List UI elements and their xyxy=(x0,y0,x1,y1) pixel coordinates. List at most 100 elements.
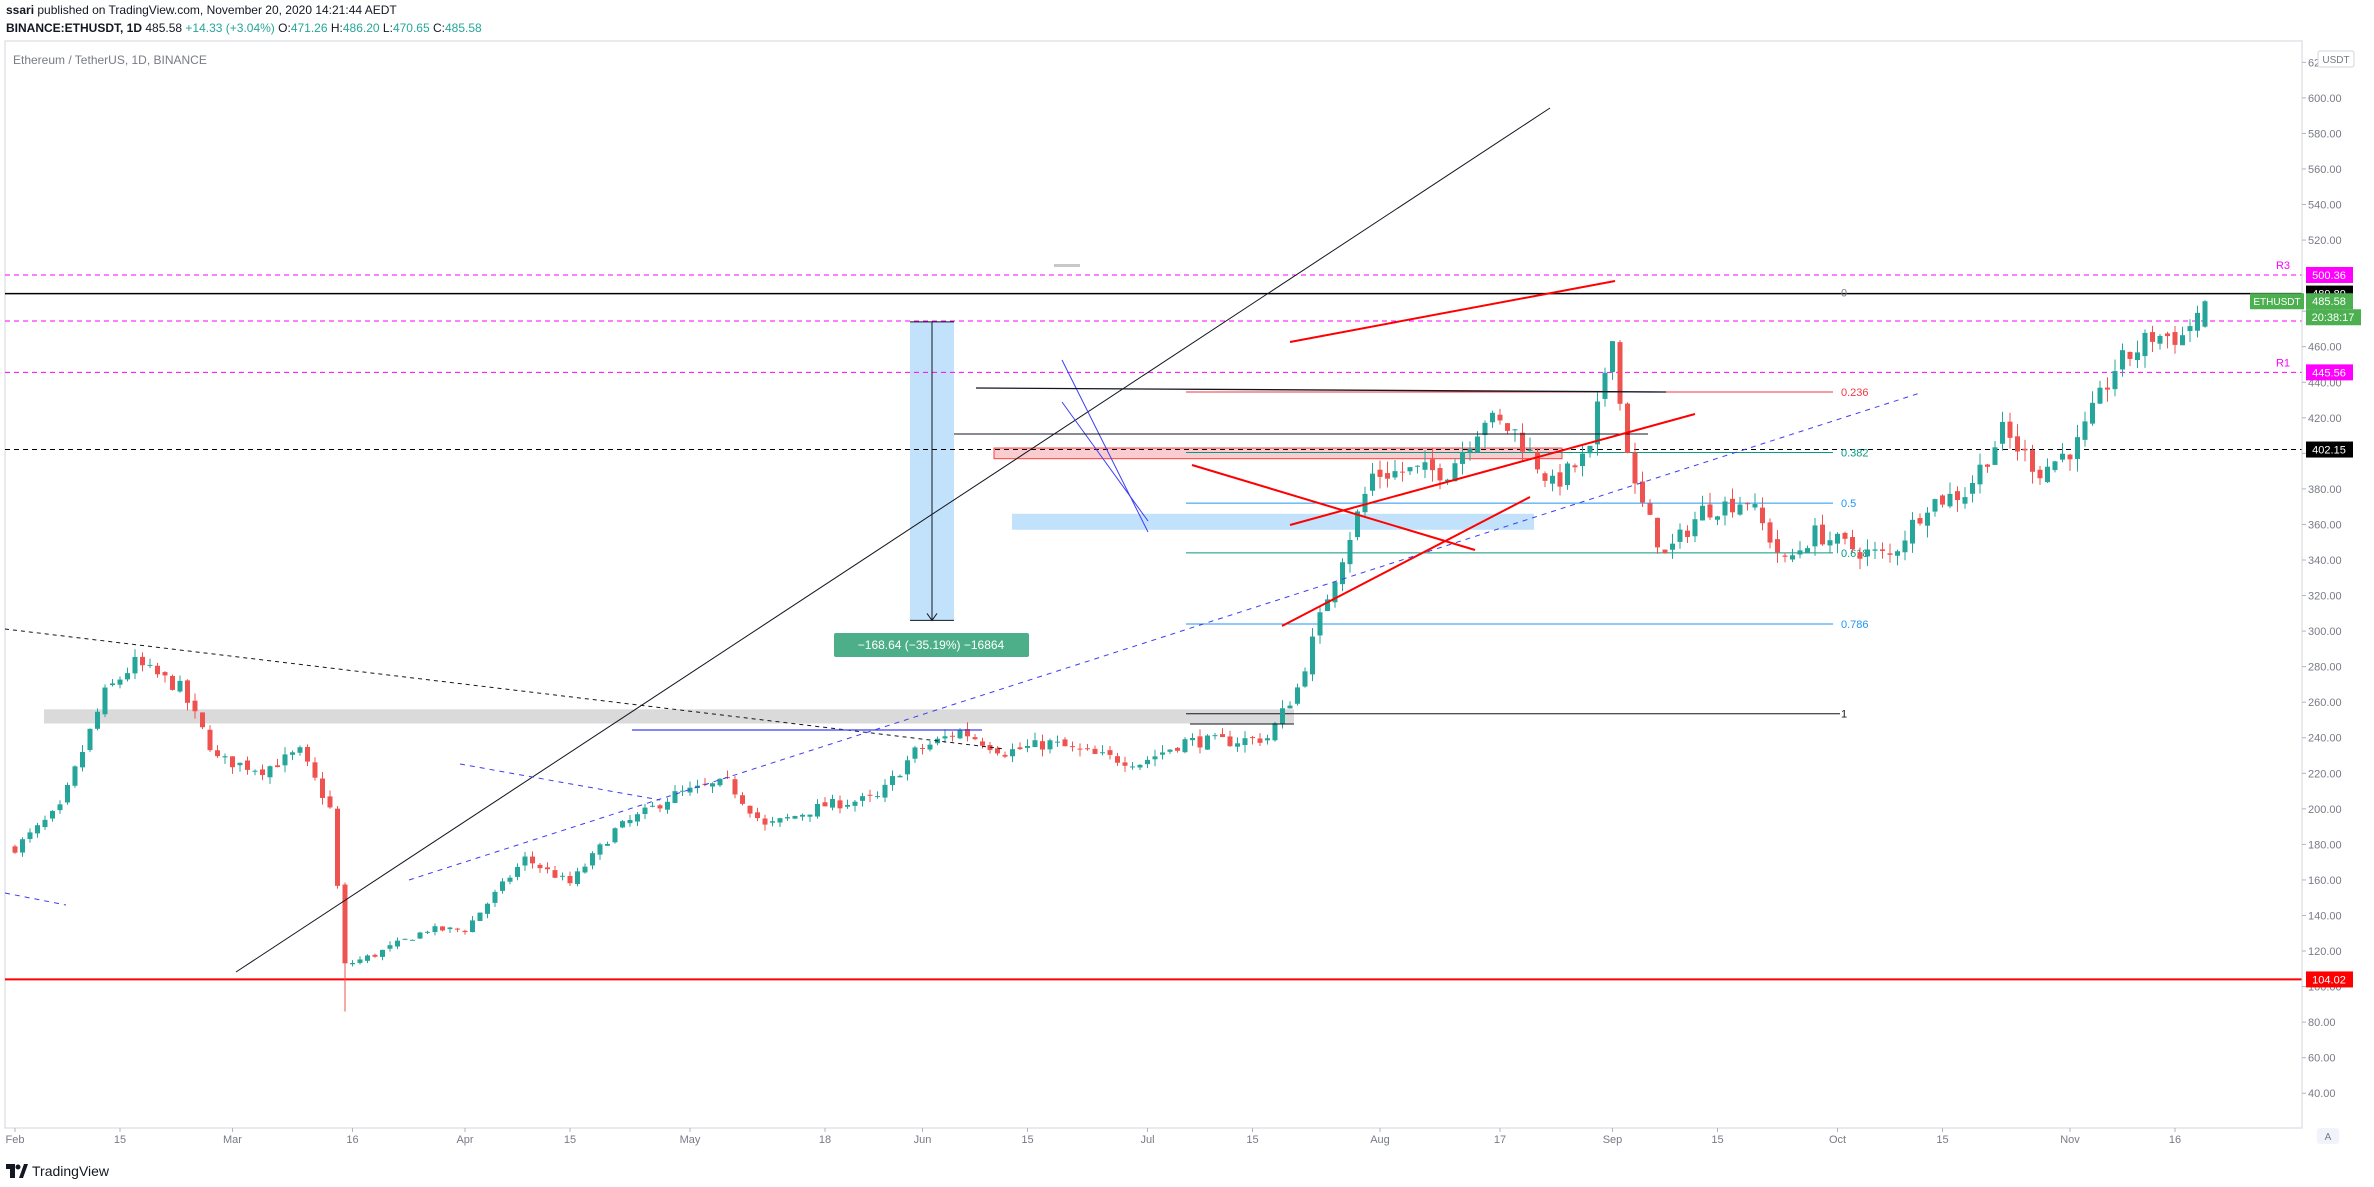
candle-body[interactable] xyxy=(1917,518,1923,524)
candle-body[interactable] xyxy=(1242,738,1248,746)
drawings-layer[interactable]: −168.64 (−35.19%) −16864 xyxy=(4,107,1921,973)
candle-body[interactable] xyxy=(1250,737,1255,739)
candle-body[interactable] xyxy=(1790,555,1795,560)
candle-body[interactable] xyxy=(1265,738,1270,741)
candle-body[interactable] xyxy=(2165,333,2170,337)
price-chart[interactable]: 0 0.236 0.382 0.5 0.618 0.786 1 −168.64 (−35.1… xyxy=(0,0,2374,1160)
candle-body[interactable] xyxy=(980,741,985,746)
candle-body[interactable] xyxy=(117,679,123,685)
dashed-line-left[interactable] xyxy=(4,892,67,906)
candle-body[interactable] xyxy=(1212,735,1218,737)
candle-body[interactable] xyxy=(815,804,820,817)
candle-body[interactable] xyxy=(1962,497,1968,504)
candle-body[interactable] xyxy=(1505,423,1510,431)
candle-body[interactable] xyxy=(365,955,370,961)
candle-body[interactable] xyxy=(387,945,393,949)
candle-body[interactable] xyxy=(1775,539,1780,553)
candle-body[interactable] xyxy=(1452,463,1458,482)
candle-body[interactable] xyxy=(402,938,408,940)
candle-body[interactable] xyxy=(1872,549,1878,551)
candle-body[interactable] xyxy=(1820,524,1825,545)
candle-body[interactable] xyxy=(432,926,438,933)
candle-body[interactable] xyxy=(177,680,183,692)
candle-body[interactable] xyxy=(2067,454,2073,460)
candle-body[interactable] xyxy=(1287,705,1293,709)
candle-body[interactable] xyxy=(1880,549,1885,551)
candle-body[interactable] xyxy=(1842,532,1848,539)
candle-body[interactable] xyxy=(1445,479,1450,482)
candle-body[interactable] xyxy=(530,856,535,864)
candle-body[interactable] xyxy=(110,683,115,686)
candle-body[interactable] xyxy=(440,926,445,931)
candle-body[interactable] xyxy=(1925,512,1930,526)
candle-body[interactable] xyxy=(222,756,228,758)
candle-body[interactable] xyxy=(455,928,460,930)
candle-body[interactable] xyxy=(1310,636,1315,675)
candle-body[interactable] xyxy=(1100,752,1105,754)
candle-body[interactable] xyxy=(155,665,160,675)
candle-body[interactable] xyxy=(740,795,745,804)
candle-body[interactable] xyxy=(942,736,948,739)
blue-channel-line[interactable] xyxy=(1061,401,1149,522)
candle-body[interactable] xyxy=(1850,537,1855,550)
candle-body[interactable] xyxy=(1835,533,1840,544)
candle-body[interactable] xyxy=(20,839,25,853)
candle-body[interactable] xyxy=(1602,372,1608,399)
candle-body[interactable] xyxy=(1220,734,1225,738)
candle-body[interactable] xyxy=(1197,736,1203,748)
candle-body[interactable] xyxy=(2045,466,2050,483)
candle-body[interactable] xyxy=(1482,422,1488,436)
symbol-name[interactable]: BINANCE:ETHUSDT, 1D xyxy=(6,21,143,35)
candle-body[interactable] xyxy=(1737,504,1743,515)
candle-body[interactable] xyxy=(357,959,363,963)
candle-body[interactable] xyxy=(2105,387,2110,390)
candle-body[interactable] xyxy=(545,867,550,870)
candle-body[interactable] xyxy=(582,866,588,873)
candle-body[interactable] xyxy=(605,843,610,846)
candle-body[interactable] xyxy=(552,870,558,878)
candle-body[interactable] xyxy=(125,673,130,680)
candle-body[interactable] xyxy=(1385,473,1390,479)
candle-body[interactable] xyxy=(1407,467,1413,472)
candle-body[interactable] xyxy=(1092,748,1098,754)
candle-body[interactable] xyxy=(2082,421,2088,440)
candle-body[interactable] xyxy=(500,881,505,891)
candle-body[interactable] xyxy=(1340,562,1345,585)
candle-body[interactable] xyxy=(1805,548,1810,553)
candle-body[interactable] xyxy=(1137,764,1143,768)
candle-body[interactable] xyxy=(42,819,48,828)
candle-body[interactable] xyxy=(1040,741,1045,750)
candle-body[interactable] xyxy=(905,760,910,775)
candle-body[interactable] xyxy=(1715,516,1720,520)
candle-body[interactable] xyxy=(785,817,790,819)
candle-body[interactable] xyxy=(312,762,318,778)
candle-body[interactable] xyxy=(912,747,918,759)
candle-body[interactable] xyxy=(80,751,85,768)
candle-body[interactable] xyxy=(305,746,310,762)
red-support-line[interactable] xyxy=(1281,496,1531,627)
candle-body[interactable] xyxy=(777,818,783,823)
candle-body[interactable] xyxy=(260,769,265,776)
candle-body[interactable] xyxy=(620,821,625,828)
red-descending-line[interactable] xyxy=(1191,464,1476,551)
candle-body[interactable] xyxy=(1475,436,1480,453)
blue-zone[interactable] xyxy=(1012,513,1534,530)
candle-body[interactable] xyxy=(290,752,295,755)
candle-body[interactable] xyxy=(1205,735,1210,750)
candle-body[interactable] xyxy=(1970,483,1975,494)
candle-body[interactable] xyxy=(350,962,355,965)
candle-body[interactable] xyxy=(1617,342,1623,404)
candle-body[interactable] xyxy=(1542,473,1548,481)
candle-body[interactable] xyxy=(395,940,400,947)
candle-body[interactable] xyxy=(1077,748,1083,750)
candle-body[interactable] xyxy=(635,814,640,822)
candle-body[interactable] xyxy=(2075,437,2080,459)
candle-body[interactable] xyxy=(1190,737,1195,741)
candle-body[interactable] xyxy=(1362,493,1368,513)
candle-body[interactable] xyxy=(2052,461,2058,471)
tradingview-logo[interactable]: TradingView xyxy=(32,1163,110,1179)
candle-body[interactable] xyxy=(1700,505,1705,521)
candle-body[interactable] xyxy=(1550,475,1555,484)
candle-body[interactable] xyxy=(1992,447,1998,465)
candle-body[interactable] xyxy=(2127,351,2133,359)
